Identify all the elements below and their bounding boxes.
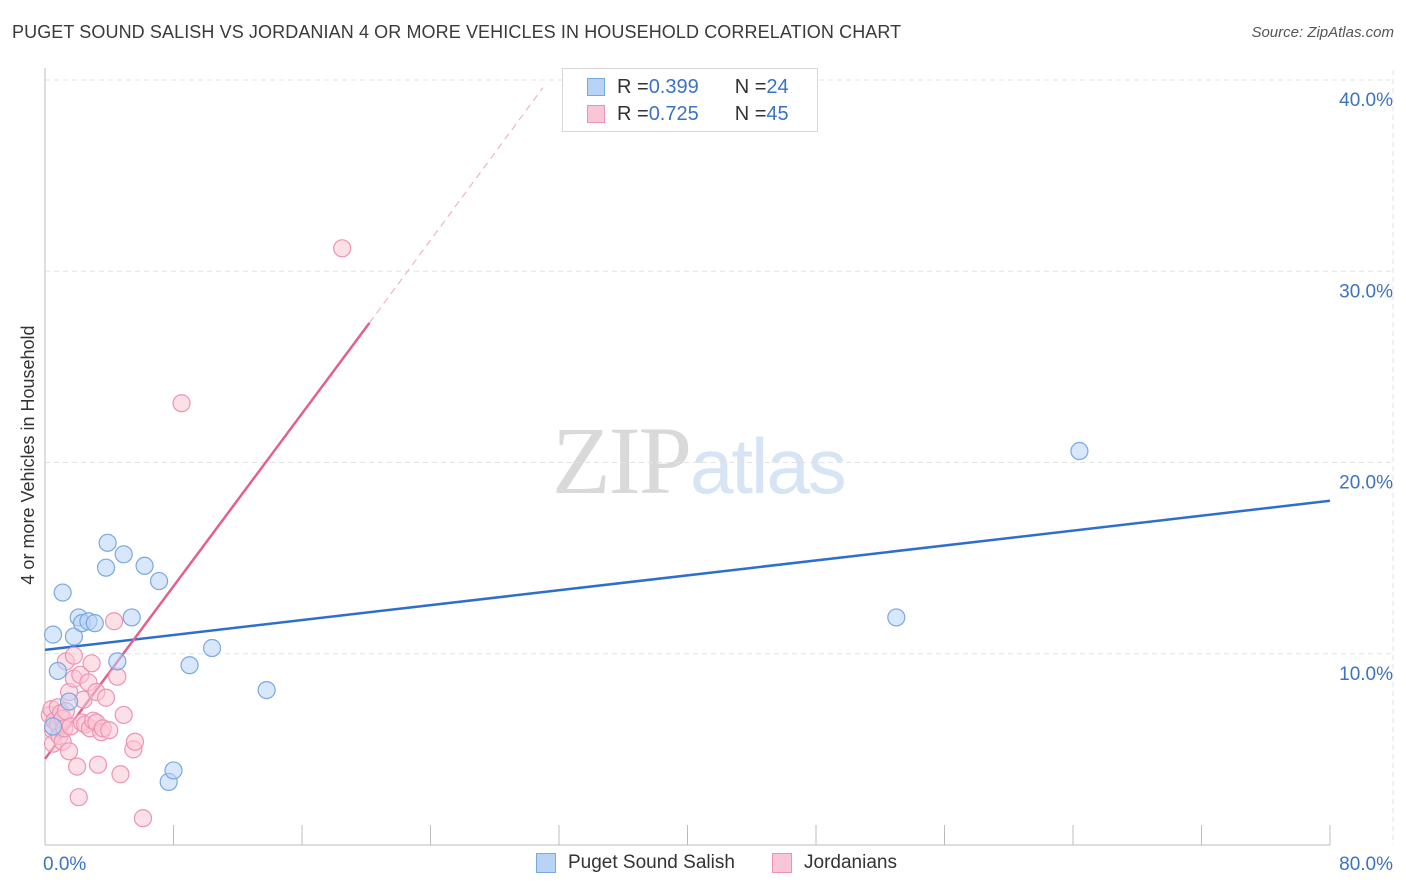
point-jordanians	[59, 742, 79, 761]
point-puget-sound-salish	[108, 652, 127, 671]
point-jordanians	[114, 705, 133, 725]
zipatlas-watermark: ZIPatlas	[552, 405, 847, 516]
series-legend: Puget Sound Salish Jordanians	[0, 852, 1406, 878]
source-credit: Source: ZipAtlas.com	[1251, 24, 1394, 41]
point-jordanians	[333, 239, 352, 258]
point-jordanians	[64, 646, 84, 665]
point-puget-sound-salish	[43, 625, 63, 644]
trend-lines	[43, 87, 1331, 760]
point-jordanians	[82, 654, 101, 673]
axes	[44, 68, 1331, 846]
point-puget-sound-salish	[135, 556, 154, 575]
point-puget-sound-salish	[887, 608, 906, 627]
legend-swatch-blue	[536, 853, 556, 873]
point-puget-sound-salish	[180, 656, 199, 675]
x-tick-label-max: 80.0%	[1339, 854, 1393, 875]
legend-item-puget-sound-salish: Puget Sound Salish	[536, 852, 735, 874]
legend-r-value: 0.725	[648, 102, 699, 125]
legend-swatch-pink	[587, 105, 605, 123]
legend-n-label: N =	[734, 75, 767, 98]
axis-labels: 10.0% 20.0% 30.0% 40.0% 0.0% 80.0% 4 or more V…	[18, 90, 1393, 875]
point-puget-sound-salish	[85, 614, 104, 633]
point-puget-sound-salish	[43, 717, 63, 736]
trend-line-puget-sound-salish	[44, 499, 1331, 652]
point-jordanians	[68, 757, 87, 776]
legend-row-jordanians: R = 0.725 N = 45	[587, 101, 789, 127]
point-jordanians	[125, 732, 145, 751]
trend-extension-jordanians	[368, 87, 544, 324]
point-puget-sound-salish	[202, 638, 222, 658]
point-puget-sound-salish	[149, 571, 169, 591]
point-puget-sound-salish	[98, 533, 117, 552]
chart-title: PUGET SOUND SALISH VS JORDANIAN 4 OR MOR…	[12, 22, 902, 42]
legend-r-value: 0.399	[648, 75, 699, 98]
point-puget-sound-salish	[257, 680, 276, 700]
x-tick-label-min: 0.0%	[43, 854, 86, 875]
legend-swatch-blue	[587, 78, 605, 96]
point-jordanians	[108, 667, 127, 686]
y-tick-label: 40.0%	[1339, 90, 1393, 111]
y-tick-label: 30.0%	[1339, 281, 1393, 302]
correlation-legend: R = 0.399 N = 24 R = 0.725 N = 45	[562, 68, 818, 132]
legend-label: Jordanians	[804, 852, 897, 873]
legend-r-label: R =	[617, 75, 649, 98]
point-puget-sound-salish	[48, 661, 67, 681]
point-puget-sound-salish	[164, 761, 183, 780]
legend-r-label: R =	[617, 102, 649, 125]
point-jordanians	[88, 755, 108, 774]
point-puget-sound-salish	[114, 545, 133, 564]
legend-n-value: 45	[766, 102, 789, 125]
point-jordanians	[100, 721, 119, 740]
legend-n-value: 24	[766, 75, 789, 98]
point-puget-sound-salish	[1070, 441, 1089, 461]
legend-row-puget: R = 0.399 N = 24	[587, 74, 789, 100]
legend-label: Puget Sound Salish	[568, 852, 735, 873]
point-jordanians	[104, 612, 124, 631]
point-jordanians	[69, 788, 88, 807]
point-jordanians	[111, 765, 130, 784]
watermark-zip: ZIP	[552, 407, 692, 514]
point-puget-sound-salish	[53, 583, 72, 602]
grid-lines	[45, 70, 1395, 845]
point-puget-sound-salish	[122, 608, 141, 627]
watermark-atlas: atlas	[690, 422, 847, 510]
data-points	[40, 239, 1089, 828]
point-jordanians	[172, 394, 191, 413]
legend-n-label: N =	[734, 102, 767, 125]
point-puget-sound-salish	[59, 692, 79, 711]
point-jordanians	[133, 809, 153, 828]
point-jordanians	[96, 688, 116, 707]
legend-swatch-pink	[772, 853, 792, 873]
y-axis-title: 4 or more Vehicles in Household	[18, 325, 38, 584]
point-puget-sound-salish	[96, 558, 116, 577]
legend-item-jordanians: Jordanians	[772, 852, 897, 874]
y-tick-label: 20.0%	[1339, 473, 1393, 494]
point-puget-sound-salish	[64, 627, 84, 646]
y-tick-label: 10.0%	[1339, 664, 1393, 685]
